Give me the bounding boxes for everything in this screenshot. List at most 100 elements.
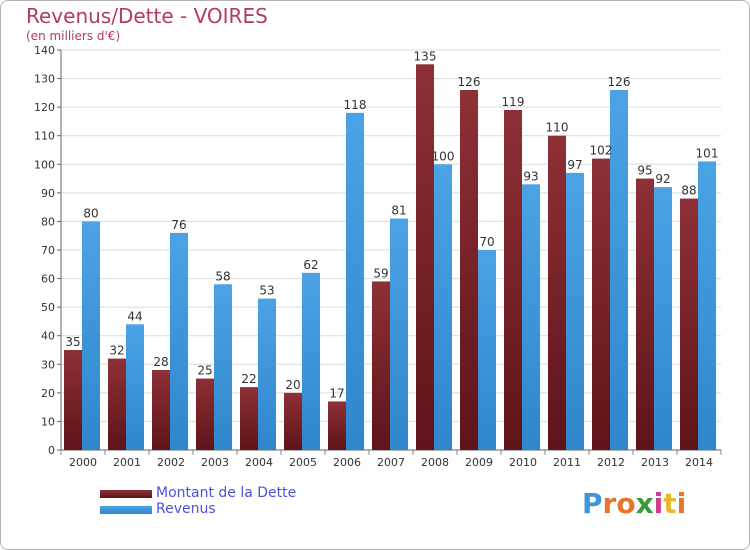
bar-revenus	[302, 272, 320, 450]
legend-label-dette: Montant de la Dette	[156, 485, 297, 501]
x-tick-label: 2003	[201, 456, 229, 469]
data-label-dette: 88	[681, 184, 696, 198]
y-tick-label: 40	[41, 330, 55, 343]
x-tick-label: 2000	[69, 456, 97, 469]
logo-letter: x	[635, 487, 654, 520]
bar-dette	[504, 110, 522, 450]
y-tick-label: 20	[41, 387, 55, 400]
chart-subtitle: (en milliers d'€)	[26, 29, 121, 43]
data-label-dette: 25	[197, 364, 212, 378]
bar-revenus	[214, 284, 232, 450]
data-label-revenus: 53	[259, 284, 274, 298]
legend-swatch-revenus	[100, 506, 152, 514]
bar-dette	[196, 378, 214, 450]
bar-revenus	[522, 184, 540, 451]
data-label-dette: 110	[546, 121, 569, 135]
logo-letter: i	[653, 487, 664, 520]
data-label-revenus: 80	[83, 206, 98, 220]
proxiti-logo: Proxiti	[582, 487, 686, 520]
data-label-revenus: 101	[696, 146, 719, 160]
bar-revenus	[434, 164, 452, 451]
bar-dette	[460, 90, 478, 450]
data-label-dette: 95	[637, 164, 652, 178]
bar-dette	[108, 358, 126, 450]
y-tick-label: 130	[34, 73, 55, 86]
bars	[64, 64, 716, 451]
y-tick-label: 110	[34, 130, 55, 143]
x-tick-label: 2006	[333, 456, 361, 469]
bar-revenus	[170, 232, 188, 450]
data-label-dette: 135	[414, 49, 437, 63]
y-tick-label: 0	[48, 444, 55, 457]
data-label-revenus: 44	[127, 309, 142, 323]
data-label-dette: 32	[109, 344, 124, 358]
x-tick-label: 2012	[597, 456, 625, 469]
bar-dette	[372, 281, 390, 450]
bar-revenus	[82, 221, 100, 450]
data-label-revenus: 93	[523, 169, 538, 183]
data-label-revenus: 97	[567, 158, 582, 172]
data-label-revenus: 62	[303, 258, 318, 272]
bar-revenus	[698, 161, 716, 450]
x-tick-label: 2008	[421, 456, 449, 469]
bar-revenus	[478, 250, 496, 450]
y-tick-label: 70	[41, 244, 55, 257]
bar-dette	[152, 370, 170, 450]
bar-revenus	[610, 90, 628, 450]
logo-letter: r	[602, 487, 617, 520]
x-tick-label: 2005	[289, 456, 317, 469]
y-tick-label: 10	[41, 415, 55, 428]
legend-swatch-dette	[100, 490, 152, 498]
data-label-dette: 59	[373, 266, 388, 280]
bar-dette	[328, 401, 346, 450]
data-label-dette: 20	[285, 378, 300, 392]
bar-dette	[240, 387, 258, 450]
bar-revenus	[390, 218, 408, 450]
bar-dette	[592, 158, 610, 451]
x-tick-label: 2010	[509, 456, 537, 469]
data-label-revenus: 92	[655, 172, 670, 186]
y-tick-label: 50	[41, 301, 55, 314]
data-label-dette: 22	[241, 372, 256, 386]
y-tick-label: 60	[41, 273, 55, 286]
x-tick-label: 2001	[113, 456, 141, 469]
data-label-dette: 35	[65, 335, 80, 349]
x-tick-label: 2007	[377, 456, 405, 469]
y-tick-label: 120	[34, 101, 55, 114]
chart-title: Revenus/Dette - VOIRES	[26, 4, 268, 28]
y-tick-label: 90	[41, 187, 55, 200]
data-label-revenus: 70	[479, 235, 494, 249]
y-tick-label: 140	[34, 44, 55, 57]
logo-letter: o	[616, 487, 636, 520]
bar-revenus	[126, 324, 144, 450]
logo-letter: i	[676, 487, 687, 520]
data-label-dette: 28	[153, 355, 168, 369]
bar-revenus	[258, 298, 276, 450]
y-tick-label: 30	[41, 358, 55, 371]
data-label-revenus: 58	[215, 269, 230, 283]
x-tick-label: 2004	[245, 456, 273, 469]
bar-dette	[284, 392, 302, 450]
x-tick-label: 2009	[465, 456, 493, 469]
logo-letter: t	[663, 487, 677, 520]
bar-revenus	[566, 172, 584, 450]
x-tick-label: 2013	[641, 456, 669, 469]
data-label-revenus: 76	[171, 218, 186, 232]
x-tick-label: 2002	[157, 456, 185, 469]
data-label-revenus: 81	[391, 204, 406, 218]
bar-dette	[416, 64, 434, 451]
data-label-revenus: 126	[608, 75, 631, 89]
x-tick-label: 2014	[685, 456, 713, 469]
bar-dette	[64, 350, 82, 450]
data-label-dette: 119	[502, 95, 525, 109]
data-label-dette: 102	[590, 144, 613, 158]
bar-dette	[548, 135, 566, 450]
logo-letter: P	[582, 487, 603, 520]
x-tick-label: 2011	[553, 456, 581, 469]
bar-dette	[636, 178, 654, 451]
data-label-revenus: 118	[344, 98, 367, 112]
bar-revenus	[346, 112, 364, 450]
y-tick-label: 100	[34, 158, 55, 171]
data-label-revenus: 100	[432, 149, 455, 163]
